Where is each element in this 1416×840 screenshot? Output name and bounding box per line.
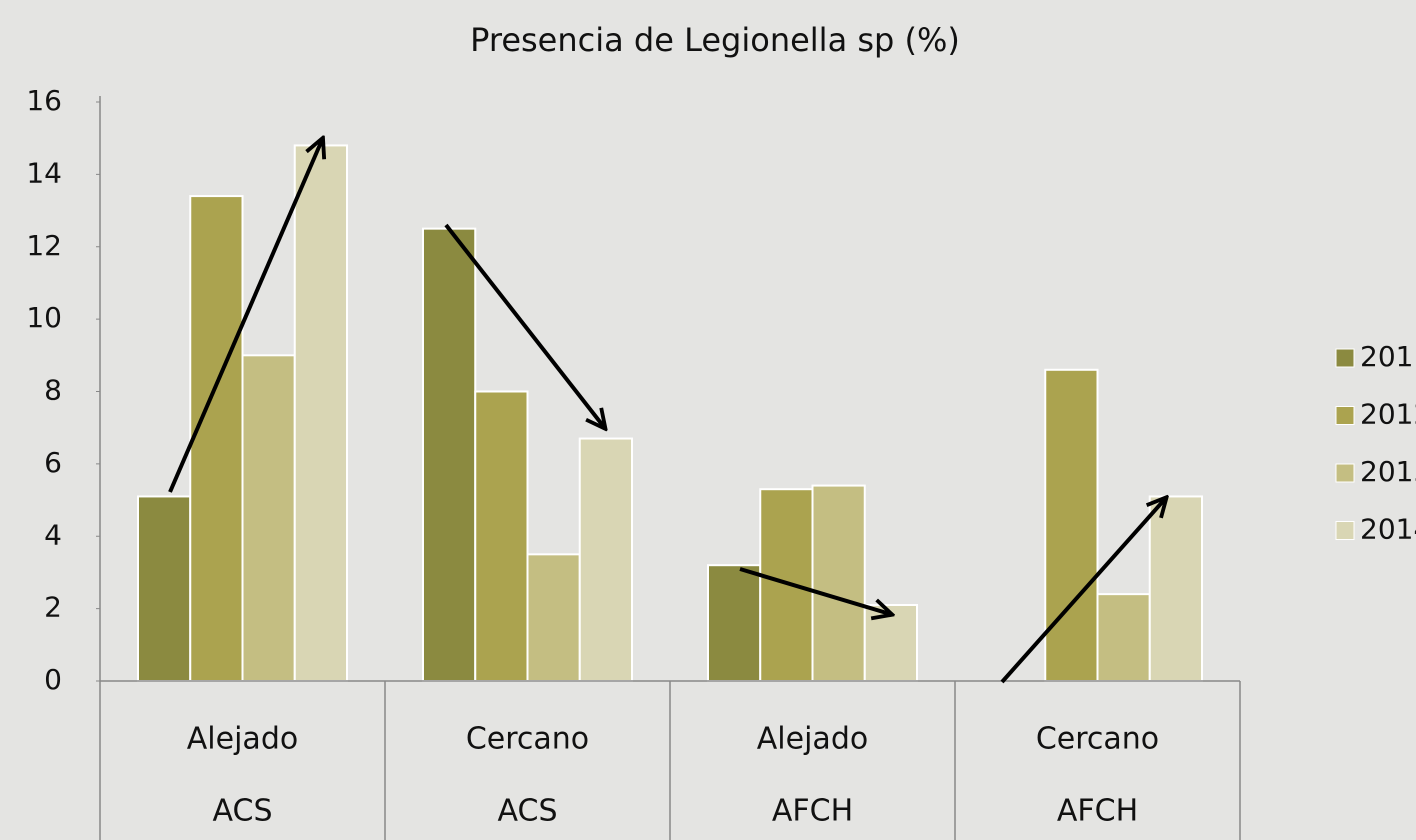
x-tick-label: Alejado bbox=[757, 722, 868, 757]
y-tick-label: 10 bbox=[26, 301, 62, 334]
y-tick-label: 2 bbox=[44, 591, 62, 624]
chart-title: Presencia de Legionella sp (%) bbox=[470, 21, 960, 59]
arrow bbox=[168, 140, 322, 493]
y-tick-label: 0 bbox=[44, 663, 62, 696]
x-tick-label: AFCH bbox=[772, 794, 853, 829]
bar bbox=[811, 484, 866, 682]
legend-label: 2013 bbox=[1360, 455, 1416, 488]
x-tick-label: ACS bbox=[498, 794, 558, 829]
legend-swatch bbox=[1335, 463, 1355, 483]
legend-label: 2011 bbox=[1360, 340, 1416, 373]
bar bbox=[707, 564, 762, 683]
bar bbox=[137, 495, 192, 682]
bar bbox=[1044, 368, 1099, 682]
arrow bbox=[1000, 499, 1165, 684]
y-tick-label: 14 bbox=[26, 156, 62, 189]
x-tick-label: Alejado bbox=[187, 722, 298, 757]
bar bbox=[293, 144, 348, 683]
plot: 0 2 4 6 8 10 12 14 16 Alejado ACS Cercano ACS Alejado… bbox=[26, 84, 1416, 840]
legend-label: 2014 bbox=[1360, 513, 1416, 546]
legend-swatch bbox=[1335, 406, 1355, 425]
trend-arrows bbox=[168, 140, 1165, 684]
y-tick-label: 8 bbox=[44, 374, 62, 407]
bar bbox=[1096, 593, 1151, 683]
y-tick-label: 12 bbox=[26, 229, 62, 262]
y-tick-label: 16 bbox=[26, 84, 62, 117]
bar bbox=[474, 390, 529, 682]
bar bbox=[422, 227, 477, 682]
legend-swatch bbox=[1335, 521, 1355, 540]
y-tick-label: 6 bbox=[44, 446, 62, 479]
bar bbox=[863, 604, 918, 682]
arrow bbox=[444, 223, 604, 427]
bar bbox=[189, 195, 244, 682]
x-tick-label: Cercano bbox=[466, 722, 589, 757]
bar bbox=[578, 437, 633, 683]
legend-swatch bbox=[1335, 348, 1355, 368]
x-tick-label: ACS bbox=[213, 794, 273, 829]
bar bbox=[759, 488, 814, 682]
arrow bbox=[739, 567, 890, 614]
bar bbox=[241, 354, 296, 682]
x-tick-label: AFCH bbox=[1057, 794, 1138, 829]
bar bbox=[526, 553, 581, 682]
y-tick-label: 4 bbox=[44, 518, 62, 551]
x-tick-label: Cercano bbox=[1036, 722, 1159, 757]
bar bbox=[1148, 495, 1203, 682]
